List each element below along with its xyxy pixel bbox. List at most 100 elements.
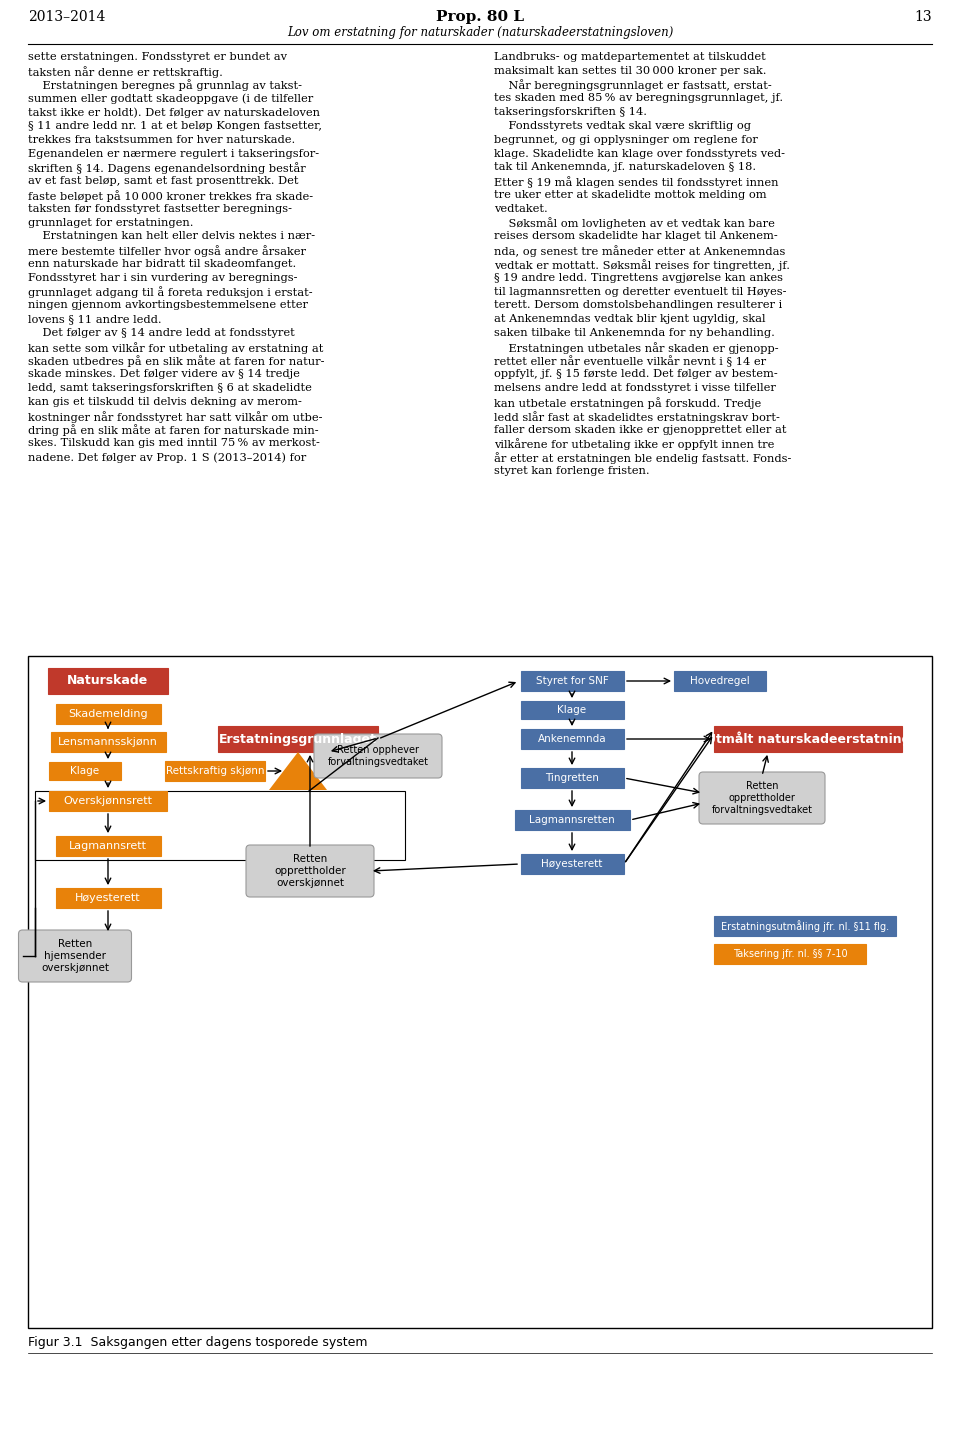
Text: grunnlaget adgang til å foreta reduksjon i erstat-: grunnlaget adgang til å foreta reduksjon… [28, 287, 313, 299]
Text: melsens andre ledd at fondsstyret i visse tilfeller: melsens andre ledd at fondsstyret i viss… [494, 383, 776, 393]
FancyBboxPatch shape [714, 943, 866, 964]
Text: Utmålt naturskadeerstatning: Utmålt naturskadeerstatning [706, 732, 910, 747]
FancyBboxPatch shape [56, 887, 160, 908]
Text: taksten før fondsstyret fastsetter beregnings-: taksten før fondsstyret fastsetter bereg… [28, 204, 292, 214]
Text: Tingretten: Tingretten [545, 773, 599, 783]
Bar [287, 775, 309, 790]
Text: tes skaden med 85 % av beregningsgrunnlaget, jf.: tes skaden med 85 % av beregningsgrunnla… [494, 93, 783, 103]
Text: Erstatningen utbetales når skaden er gjenopp-: Erstatningen utbetales når skaden er gje… [494, 342, 779, 353]
Text: Høyesterett: Høyesterett [541, 859, 603, 869]
FancyBboxPatch shape [520, 701, 623, 719]
Text: tre uker etter at skadelidte mottok melding om: tre uker etter at skadelidte mottok meld… [494, 190, 767, 200]
Text: tak til Ankenemnda, jf. naturskadeloven § 18.: tak til Ankenemnda, jf. naturskadeloven … [494, 162, 756, 172]
Text: av et fast beløp, samt et fast prosenttrekk. Det: av et fast beløp, samt et fast prosenttr… [28, 177, 299, 187]
FancyBboxPatch shape [56, 836, 160, 856]
FancyBboxPatch shape [48, 668, 168, 694]
FancyBboxPatch shape [51, 732, 165, 752]
Text: kan sette som vilkår for utbetaling av erstatning at: kan sette som vilkår for utbetaling av e… [28, 342, 324, 353]
Text: styret kan forlenge fristen.: styret kan forlenge fristen. [494, 467, 650, 475]
Text: Lov om erstatning for naturskader (naturskadeerstatningsloven): Lov om erstatning for naturskader (natur… [287, 26, 673, 39]
Bar [35, 791, 405, 860]
Text: Søksmål om lovligheten av et vedtak kan bare: Søksmål om lovligheten av et vedtak kan … [494, 218, 775, 230]
Text: Retten
opprettholder
forvaltningsvedtaket: Retten opprettholder forvaltningsvedtake… [711, 781, 812, 814]
Text: dring på en slik måte at faren for naturskade min-: dring på en slik måte at faren for natur… [28, 425, 319, 437]
Text: Retten
opprettholder
overskjønnet: Retten opprettholder overskjønnet [275, 854, 346, 887]
Text: skes. Tilskudd kan gis med inntil 75 % av merkost-: skes. Tilskudd kan gis med inntil 75 % a… [28, 438, 320, 448]
Text: ledd slår fast at skadelidtes erstatningskrav bort-: ledd slår fast at skadelidtes erstatning… [494, 411, 780, 422]
FancyBboxPatch shape [49, 791, 167, 811]
Text: kan gis et tilskudd til delvis dekning av merom-: kan gis et tilskudd til delvis dekning a… [28, 396, 301, 406]
Text: Klage: Klage [558, 705, 587, 715]
Polygon shape [269, 752, 327, 790]
Text: år etter at erstatningen ble endelig fastsatt. Fonds-: år etter at erstatningen ble endelig fas… [494, 452, 791, 464]
Text: Erstatningen beregnes på grunnlag av takst-: Erstatningen beregnes på grunnlag av tak… [28, 79, 302, 92]
Text: til lagmannsretten og deretter eventuelt til Høyes-: til lagmannsretten og deretter eventuelt… [494, 287, 786, 297]
Text: Fondsstyrets vedtak skal være skriftlig og: Fondsstyrets vedtak skal være skriftlig … [494, 121, 751, 131]
Text: skade minskes. Det følger videre av § 14 tredje: skade minskes. Det følger videre av § 14… [28, 369, 300, 379]
Text: terett. Dersom domstolsbehandlingen resulterer i: terett. Dersom domstolsbehandlingen resu… [494, 300, 782, 310]
FancyBboxPatch shape [18, 931, 132, 982]
Text: reises dersom skadelidte har klaget til Ankenem-: reises dersom skadelidte har klaget til … [494, 231, 778, 241]
Text: Retten opphever
forvaltningsvedtaket: Retten opphever forvaltningsvedtaket [327, 745, 428, 767]
Text: Figur 3.1  Saksgangen etter dagens tosporede system: Figur 3.1 Saksgangen etter dagens tospor… [28, 1335, 368, 1348]
Text: Klage: Klage [70, 765, 100, 775]
Text: skaden utbedres på en slik måte at faren for natur-: skaden utbedres på en slik måte at faren… [28, 356, 324, 368]
Text: summen eller godtatt skadeoppgave (i de tilfeller: summen eller godtatt skadeoppgave (i de … [28, 93, 313, 103]
Text: Prop. 80 L: Prop. 80 L [436, 10, 524, 24]
Text: takseringsforskriften § 14.: takseringsforskriften § 14. [494, 108, 647, 118]
Text: Ankenemnda: Ankenemnda [538, 734, 607, 744]
Text: kan utbetale erstatningen på forskudd. Tredje: kan utbetale erstatningen på forskudd. T… [494, 396, 761, 409]
Text: § 11 andre ledd nr. 1 at et beløp Kongen fastsetter,: § 11 andre ledd nr. 1 at et beløp Kongen… [28, 121, 322, 131]
Text: 2013–2014: 2013–2014 [28, 10, 106, 24]
Text: ningen gjennom avkortingsbestemmelsene etter: ningen gjennom avkortingsbestemmelsene e… [28, 300, 308, 310]
Text: ledd, samt takseringsforskriften § 6 at skadelidte: ledd, samt takseringsforskriften § 6 at … [28, 383, 312, 393]
Text: maksimalt kan settes til 30 000 kroner per sak.: maksimalt kan settes til 30 000 kroner p… [494, 66, 766, 76]
Text: Retten
hjemsender
overskjønnet: Retten hjemsender overskjønnet [41, 939, 109, 972]
Text: lovens § 11 andre ledd.: lovens § 11 andre ledd. [28, 314, 161, 325]
Text: mere bestemte tilfeller hvor også andre årsaker: mere bestemte tilfeller hvor også andre … [28, 246, 306, 257]
Text: Landbruks- og matdepartementet at tilskuddet: Landbruks- og matdepartementet at tilsku… [494, 52, 766, 62]
FancyBboxPatch shape [520, 768, 623, 788]
Text: taksten når denne er rettskraftig.: taksten når denne er rettskraftig. [28, 66, 223, 78]
Text: skriften § 14. Dagens egenandelsordning består: skriften § 14. Dagens egenandelsordning … [28, 162, 305, 174]
Text: Taksering jfr. nl. §§ 7-10: Taksering jfr. nl. §§ 7-10 [732, 949, 848, 959]
Text: Naturskade: Naturskade [67, 675, 149, 688]
Text: Lagmannsretten: Lagmannsretten [529, 816, 614, 826]
Text: 13: 13 [914, 10, 932, 24]
FancyBboxPatch shape [714, 916, 896, 936]
FancyBboxPatch shape [520, 854, 623, 875]
Text: takst ikke er holdt). Det følger av naturskadeloven: takst ikke er holdt). Det følger av natu… [28, 108, 320, 118]
FancyBboxPatch shape [674, 671, 766, 691]
FancyBboxPatch shape [49, 763, 121, 780]
Text: grunnlaget for erstatningen.: grunnlaget for erstatningen. [28, 218, 194, 227]
Bar [28, 656, 932, 1328]
Text: nda, og senest tre måneder etter at Ankenemndas: nda, og senest tre måneder etter at Anke… [494, 246, 785, 257]
FancyBboxPatch shape [314, 734, 442, 778]
Text: Fondsstyret har i sin vurdering av beregnings-: Fondsstyret har i sin vurdering av bereg… [28, 273, 298, 283]
Text: faller dersom skaden ikke er gjenopprettet eller at: faller dersom skaden ikke er gjenopprett… [494, 425, 786, 435]
Text: Styret for SNF: Styret for SNF [536, 676, 609, 686]
Text: at Ankenemndas vedtak blir kjent ugyldig, skal: at Ankenemndas vedtak blir kjent ugyldig… [494, 314, 765, 325]
Text: Hovedregel: Hovedregel [690, 676, 750, 686]
Text: nadene. Det følger av Prop. 1 S (2013–2014) for: nadene. Det følger av Prop. 1 S (2013–20… [28, 452, 306, 462]
Text: begrunnet, og gi opplysninger om reglene for: begrunnet, og gi opplysninger om reglene… [494, 135, 757, 145]
Text: Skademelding: Skademelding [68, 709, 148, 719]
Text: sette erstatningen. Fondsstyret er bundet av: sette erstatningen. Fondsstyret er bunde… [28, 52, 287, 62]
Text: Overskjønnsrett: Overskjønnsrett [63, 796, 153, 806]
Text: vilkårene for utbetaling ikke er oppfylt innen tre: vilkårene for utbetaling ikke er oppfylt… [494, 438, 775, 451]
Text: vedtaket.: vedtaket. [494, 204, 548, 214]
Text: trekkes fra takstsummen for hver naturskade.: trekkes fra takstsummen for hver natursk… [28, 135, 296, 145]
Text: § 19 andre ledd. Tingrettens avgjørelse kan ankes: § 19 andre ledd. Tingrettens avgjørelse … [494, 273, 783, 283]
Text: faste beløpet på 10 000 kroner trekkes fra skade-: faste beløpet på 10 000 kroner trekkes f… [28, 190, 313, 202]
FancyBboxPatch shape [218, 727, 378, 752]
Text: Etter § 19 må klagen sendes til fondsstyret innen: Etter § 19 må klagen sendes til fondssty… [494, 177, 779, 188]
Text: kostninger når fondsstyret har satt vilkår om utbe-: kostninger når fondsstyret har satt vilk… [28, 411, 323, 422]
Text: Lensmannsskjønn: Lensmannsskjønn [58, 737, 158, 747]
Text: Egenandelen er nærmere regulert i takseringsfor-: Egenandelen er nærmere regulert i takser… [28, 148, 319, 158]
FancyBboxPatch shape [520, 729, 623, 750]
Text: Erstatningsgrunnlaget: Erstatningsgrunnlaget [219, 732, 377, 745]
Text: Høyesterett: Høyesterett [75, 893, 141, 903]
Text: enn naturskade har bidratt til skadeomfanget.: enn naturskade har bidratt til skadeomfa… [28, 258, 297, 269]
Text: Erstatningen kan helt eller delvis nektes i nær-: Erstatningen kan helt eller delvis nekte… [28, 231, 315, 241]
FancyBboxPatch shape [714, 727, 902, 752]
